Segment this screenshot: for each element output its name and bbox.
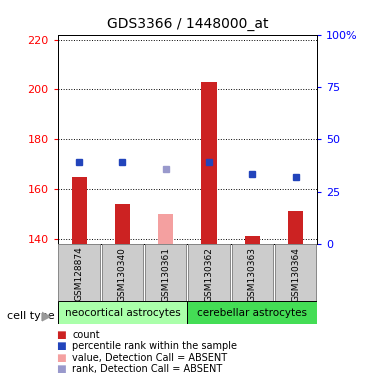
Text: ■: ■ bbox=[56, 353, 66, 363]
Text: cerebellar astrocytes: cerebellar astrocytes bbox=[197, 308, 307, 318]
Text: GSM130340: GSM130340 bbox=[118, 247, 127, 301]
Text: ▶: ▶ bbox=[42, 309, 51, 322]
Bar bbox=[115, 204, 130, 244]
Text: count: count bbox=[72, 330, 100, 340]
Text: GSM130362: GSM130362 bbox=[204, 247, 213, 301]
Text: cell type: cell type bbox=[7, 311, 55, 321]
Bar bbox=[275, 244, 316, 301]
Bar bbox=[102, 244, 143, 301]
Text: ■: ■ bbox=[56, 341, 66, 351]
Bar bbox=[58, 301, 187, 324]
Text: percentile rank within the sample: percentile rank within the sample bbox=[72, 341, 237, 351]
Text: rank, Detection Call = ABSENT: rank, Detection Call = ABSENT bbox=[72, 364, 223, 374]
Text: neocortical astrocytes: neocortical astrocytes bbox=[65, 308, 180, 318]
Bar bbox=[201, 82, 217, 244]
Bar bbox=[288, 212, 303, 244]
Bar bbox=[158, 214, 173, 244]
Bar bbox=[72, 177, 87, 244]
Bar bbox=[58, 244, 100, 301]
Bar bbox=[187, 301, 317, 324]
Text: ■: ■ bbox=[56, 364, 66, 374]
Text: GSM130364: GSM130364 bbox=[291, 247, 300, 301]
Bar bbox=[188, 244, 230, 301]
Text: value, Detection Call = ABSENT: value, Detection Call = ABSENT bbox=[72, 353, 227, 363]
Text: ■: ■ bbox=[56, 330, 66, 340]
Text: GSM130361: GSM130361 bbox=[161, 247, 170, 302]
Bar bbox=[245, 237, 260, 244]
Text: GSM128874: GSM128874 bbox=[75, 247, 83, 301]
Bar bbox=[232, 244, 273, 301]
Text: GSM130363: GSM130363 bbox=[248, 247, 257, 302]
Bar bbox=[145, 244, 187, 301]
Title: GDS3366 / 1448000_at: GDS3366 / 1448000_at bbox=[106, 17, 268, 31]
